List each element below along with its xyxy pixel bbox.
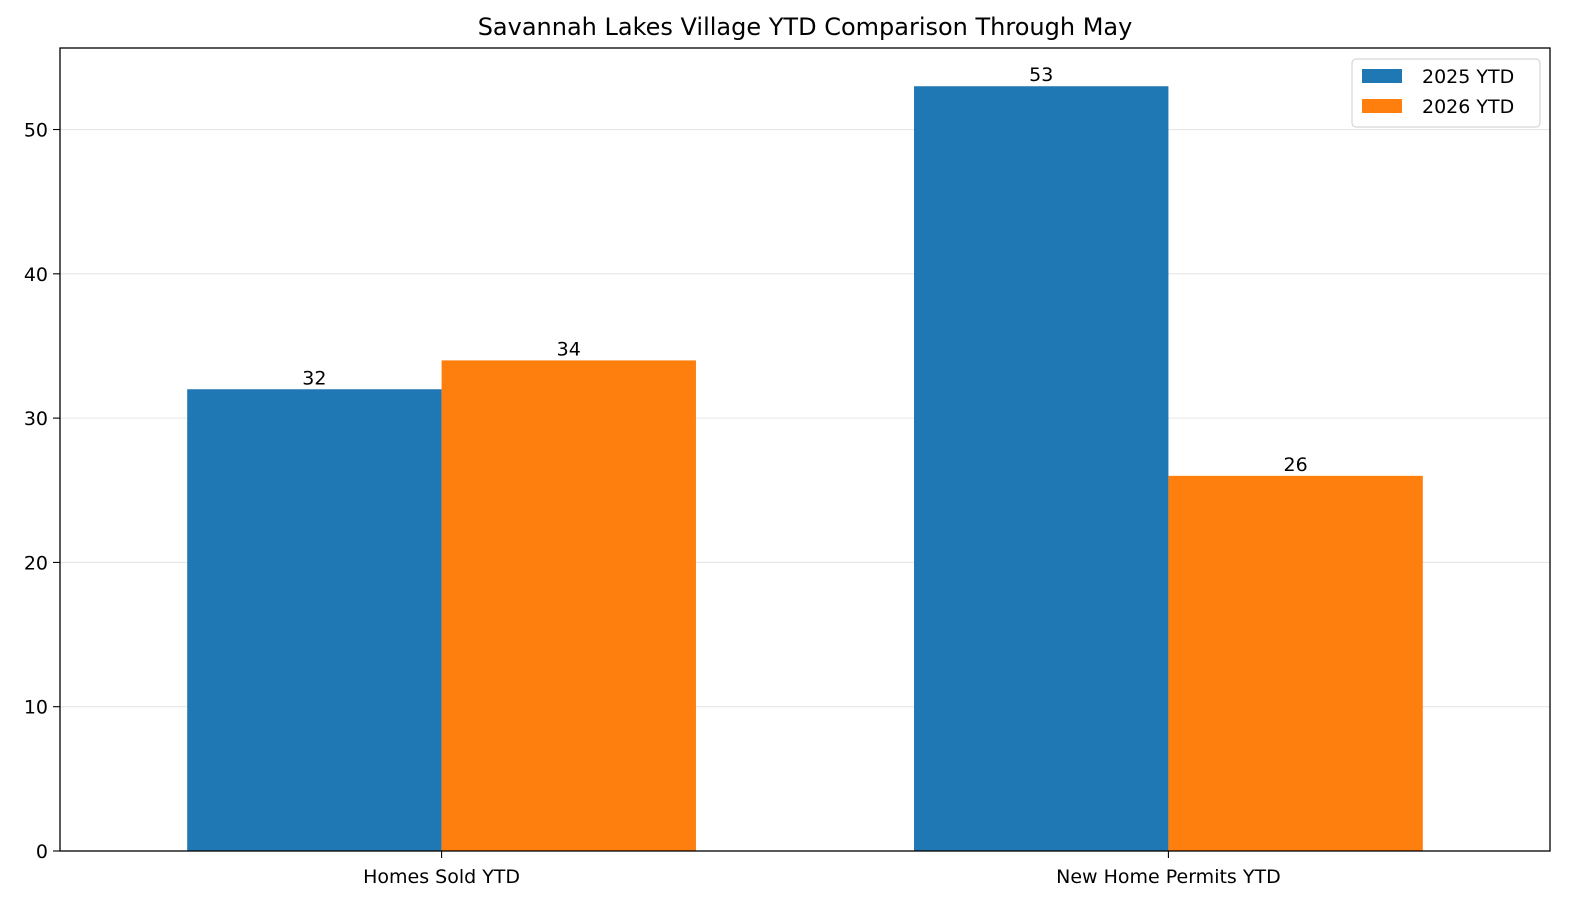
legend-swatch — [1362, 69, 1402, 83]
legend: 2025 YTD 2026 YTD — [1351, 58, 1541, 128]
bar-series2 — [1168, 475, 1423, 851]
y-tick-label: 50 — [24, 120, 48, 142]
legend-label: 2026 YTD — [1422, 96, 1514, 118]
bar-value-label: 26 — [1284, 454, 1308, 476]
y-tick-label: 10 — [24, 697, 48, 719]
bar-value-label: 34 — [557, 338, 581, 360]
y-tick-label: 20 — [24, 552, 48, 574]
y-tick-label: 0 — [36, 841, 48, 863]
bar-series1 — [187, 389, 442, 851]
bar-series2 — [441, 360, 696, 851]
data-labels: 32 53 34 26 — [302, 64, 1307, 476]
plot-area-frame — [59, 47, 1551, 852]
x-axis: Homes Sold YTD New Home Permits YTD — [363, 851, 1281, 888]
y-tick-label: 40 — [24, 264, 48, 286]
bars — [187, 86, 1423, 851]
bar-value-label: 53 — [1029, 64, 1053, 86]
x-tick-label: Homes Sold YTD — [363, 866, 520, 888]
legend-label: 2025 YTD — [1422, 66, 1514, 88]
bar-series1 — [914, 86, 1169, 851]
y-axis: 0 10 20 30 40 50 — [24, 120, 60, 863]
chart-title: Savannah Lakes Village YTD Comparison Th… — [478, 13, 1133, 41]
y-tick-label: 30 — [24, 408, 48, 430]
bar-value-label: 32 — [302, 367, 326, 389]
x-tick-label: New Home Permits YTD — [1056, 866, 1281, 888]
legend-swatch — [1362, 99, 1402, 113]
